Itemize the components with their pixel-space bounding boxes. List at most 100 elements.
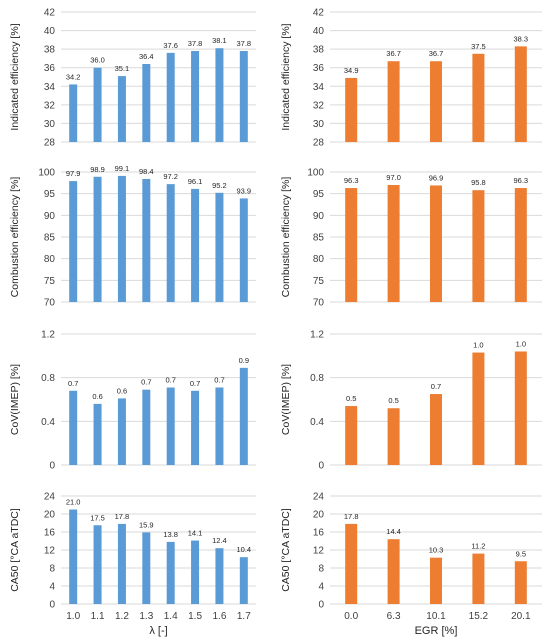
bar <box>215 548 224 604</box>
bar <box>387 185 400 302</box>
bar <box>93 525 102 604</box>
y-tick-label: 100 <box>307 168 324 179</box>
y-tick-label: 80 <box>44 254 56 265</box>
data-label: 96.3 <box>513 176 528 185</box>
bar <box>69 390 78 465</box>
bar <box>166 541 175 604</box>
y-tick-label: 100 <box>38 168 55 179</box>
data-label: 34.9 <box>344 66 359 75</box>
x-axis-label: λ [-] <box>149 625 167 637</box>
y-tick-label: 0.4 <box>41 417 55 428</box>
x-tick-label: 1.3 <box>139 611 153 622</box>
y-tick-label: 42 <box>313 8 325 19</box>
bar <box>215 48 224 142</box>
data-label: 97.9 <box>66 169 81 178</box>
data-label: 36.7 <box>429 49 444 58</box>
bar <box>69 84 78 142</box>
x-tick-label: 0.0 <box>344 611 358 622</box>
bar <box>142 532 151 604</box>
x-tick-label: 1.0 <box>66 611 80 622</box>
bar <box>430 185 442 302</box>
bar <box>514 46 527 142</box>
data-label: 95.8 <box>471 178 486 187</box>
y-axis-label: Indicated efficiency [%] <box>280 23 292 130</box>
data-label: 17.8 <box>115 512 130 521</box>
y-tick-label: 16 <box>313 528 325 539</box>
data-label: 0.6 <box>92 392 102 401</box>
data-label: 17.5 <box>90 513 105 522</box>
data-label: 37.8 <box>237 39 252 48</box>
bar <box>93 403 102 465</box>
y-tick-label: 12 <box>44 546 56 557</box>
y-tick-label: 36 <box>313 63 325 74</box>
y-tick-label: 0 <box>318 600 324 611</box>
y-tick-label: 42 <box>44 8 56 19</box>
bar <box>93 67 102 142</box>
bar <box>117 76 126 142</box>
data-label: 34.2 <box>66 72 81 81</box>
bar <box>93 176 102 302</box>
y-tick-label: 34 <box>44 82 56 93</box>
bar <box>239 198 248 302</box>
x-tick-label: 1.6 <box>212 611 226 622</box>
bar <box>117 523 126 604</box>
chart-panel-1: 28 30 32 34 36 38 40 42 Indicated efficiency [%]… <box>9 8 256 149</box>
bar <box>142 178 151 302</box>
data-label: 1.0 <box>473 341 483 350</box>
y-tick-label: 40 <box>313 26 325 37</box>
y-tick-label: 24 <box>313 492 325 503</box>
y-axis-label: Indicated efficiency [%] <box>9 23 21 130</box>
y-tick-label: 4 <box>49 582 55 593</box>
bar <box>215 192 224 302</box>
bar <box>69 509 78 604</box>
y-axis-label: Combustion efficiency [%] <box>9 177 21 298</box>
bar <box>472 190 485 302</box>
data-label: 0.7 <box>68 379 78 388</box>
data-label: 14.1 <box>188 529 203 538</box>
x-tick-label: 1.5 <box>188 611 202 622</box>
data-label: 11.2 <box>471 542 485 551</box>
bar <box>191 540 200 604</box>
data-label: 0.5 <box>346 394 356 403</box>
bar <box>69 181 78 302</box>
y-tick-label: 38 <box>44 45 56 56</box>
y-axis-label: CA50 [°CA aTDC] <box>9 508 21 592</box>
bar <box>239 367 248 465</box>
bar <box>239 51 248 142</box>
data-label: 13.8 <box>163 530 178 539</box>
bar <box>430 61 442 142</box>
y-tick-label: 75 <box>44 276 56 287</box>
y-tick-label: 70 <box>44 298 56 309</box>
data-label: 37.5 <box>471 42 486 51</box>
bar <box>430 394 442 465</box>
y-tick-label: 32 <box>313 100 325 111</box>
y-tick-label: 16 <box>44 528 56 539</box>
y-axis-label: CA50 [°CA aTDC] <box>280 508 292 592</box>
data-label: 0.5 <box>388 396 398 405</box>
bar <box>514 188 527 302</box>
y-tick-label: 70 <box>313 298 325 309</box>
y-tick-label: 24 <box>44 492 56 503</box>
bar <box>345 77 358 142</box>
y-tick-label: 0.8 <box>41 373 55 384</box>
data-label: 21.0 <box>66 498 81 507</box>
bar <box>166 184 175 302</box>
x-tick-label: 1.7 <box>237 611 251 622</box>
bar <box>166 387 175 465</box>
y-tick-label: 95 <box>313 189 325 200</box>
y-tick-label: 8 <box>49 564 55 575</box>
y-tick-label: 30 <box>313 119 325 130</box>
chart-panel-4: 70 75 80 85 90 95 100 Combustion efficiency [%]… <box>280 168 542 309</box>
y-tick-label: 20 <box>44 510 56 521</box>
data-label: 37.8 <box>188 39 203 48</box>
y-tick-label: 0 <box>49 461 55 472</box>
y-tick-label: 80 <box>313 254 325 265</box>
data-label: 0.9 <box>239 356 249 365</box>
y-tick-label: 0 <box>318 461 324 472</box>
data-label: 35.1 <box>115 64 130 73</box>
y-tick-label: 85 <box>313 233 325 244</box>
bar <box>387 539 400 604</box>
x-tick-label: 1.1 <box>91 611 105 622</box>
